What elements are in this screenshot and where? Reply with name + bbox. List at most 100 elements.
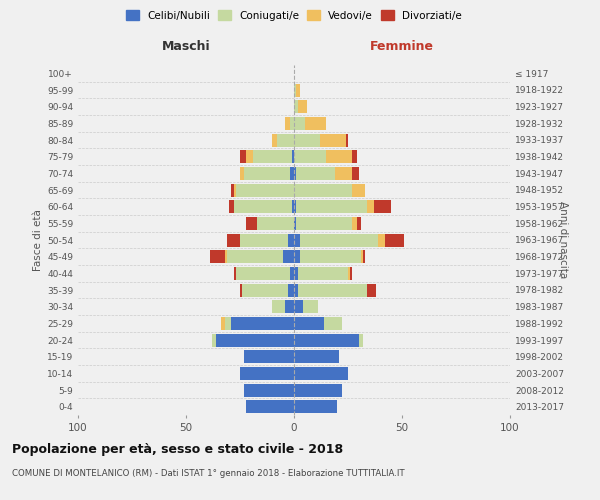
Bar: [240, 150, 247, 163]
Bar: [359, 334, 363, 346]
Bar: [212, 334, 216, 346]
Bar: [294, 384, 341, 396]
Bar: [326, 150, 352, 163]
Bar: [292, 200, 294, 213]
Bar: [240, 167, 244, 180]
Bar: [287, 234, 294, 246]
Bar: [210, 250, 225, 263]
Bar: [283, 250, 294, 263]
Bar: [298, 267, 348, 280]
Bar: [240, 284, 242, 296]
Bar: [247, 150, 253, 163]
Bar: [296, 84, 301, 96]
Bar: [294, 184, 352, 196]
Bar: [244, 384, 294, 396]
Text: COMUNE DI MONTELANICO (RM) - Dati ISTAT 1° gennaio 2018 - Elaborazione TUTTITALI: COMUNE DI MONTELANICO (RM) - Dati ISTAT …: [12, 469, 404, 478]
Bar: [253, 150, 292, 163]
Bar: [301, 234, 378, 246]
Bar: [229, 200, 233, 213]
Bar: [294, 267, 298, 280]
Bar: [225, 317, 232, 330]
Legend: Celibi/Nubili, Coniugati/e, Vedovi/e, Divorziati/e: Celibi/Nubili, Coniugati/e, Vedovi/e, Di…: [123, 7, 465, 24]
Bar: [242, 284, 287, 296]
Text: Maschi: Maschi: [161, 40, 211, 54]
Bar: [294, 350, 340, 363]
Bar: [296, 217, 352, 230]
Text: Popolazione per età, sesso e stato civile - 2018: Popolazione per età, sesso e stato civil…: [12, 442, 343, 456]
Bar: [232, 317, 294, 330]
Bar: [320, 134, 346, 146]
Bar: [350, 267, 352, 280]
Bar: [361, 250, 363, 263]
Bar: [352, 184, 365, 196]
Bar: [294, 284, 298, 296]
Bar: [221, 317, 225, 330]
Bar: [305, 117, 326, 130]
Bar: [277, 134, 294, 146]
Bar: [294, 84, 296, 96]
Bar: [296, 200, 367, 213]
Bar: [286, 300, 294, 313]
Bar: [294, 300, 302, 313]
Bar: [294, 134, 320, 146]
Bar: [294, 234, 301, 246]
Bar: [247, 217, 257, 230]
Bar: [272, 300, 286, 313]
Bar: [236, 184, 294, 196]
Bar: [348, 267, 350, 280]
Bar: [233, 184, 236, 196]
Bar: [216, 334, 294, 346]
Bar: [244, 167, 290, 180]
Bar: [286, 117, 290, 130]
Bar: [292, 150, 294, 163]
Bar: [227, 234, 240, 246]
Bar: [324, 317, 341, 330]
Bar: [247, 400, 294, 413]
Bar: [294, 167, 296, 180]
Bar: [301, 250, 361, 263]
Bar: [240, 367, 294, 380]
Bar: [346, 134, 348, 146]
Bar: [352, 167, 359, 180]
Y-axis label: Fasce di età: Fasce di età: [33, 209, 43, 271]
Bar: [298, 100, 307, 113]
Y-axis label: Anni di nascita: Anni di nascita: [558, 202, 568, 278]
Bar: [244, 350, 294, 363]
Bar: [294, 250, 301, 263]
Bar: [233, 267, 236, 280]
Bar: [374, 200, 391, 213]
Bar: [236, 267, 290, 280]
Bar: [290, 117, 294, 130]
Bar: [294, 367, 348, 380]
Bar: [272, 134, 277, 146]
Bar: [294, 200, 296, 213]
Bar: [378, 234, 385, 246]
Bar: [335, 167, 352, 180]
Bar: [356, 217, 361, 230]
Bar: [294, 317, 324, 330]
Bar: [257, 217, 294, 230]
Bar: [225, 250, 227, 263]
Bar: [240, 234, 287, 246]
Bar: [294, 334, 359, 346]
Bar: [385, 234, 404, 246]
Bar: [302, 300, 318, 313]
Bar: [232, 184, 233, 196]
Bar: [294, 400, 337, 413]
Bar: [294, 217, 296, 230]
Text: Femmine: Femmine: [370, 40, 434, 54]
Bar: [367, 284, 376, 296]
Bar: [363, 250, 365, 263]
Bar: [294, 100, 298, 113]
Bar: [294, 117, 305, 130]
Bar: [296, 167, 335, 180]
Bar: [233, 200, 292, 213]
Bar: [287, 284, 294, 296]
Bar: [352, 217, 356, 230]
Bar: [298, 284, 367, 296]
Bar: [294, 150, 326, 163]
Bar: [290, 267, 294, 280]
Bar: [290, 167, 294, 180]
Bar: [227, 250, 283, 263]
Bar: [352, 150, 356, 163]
